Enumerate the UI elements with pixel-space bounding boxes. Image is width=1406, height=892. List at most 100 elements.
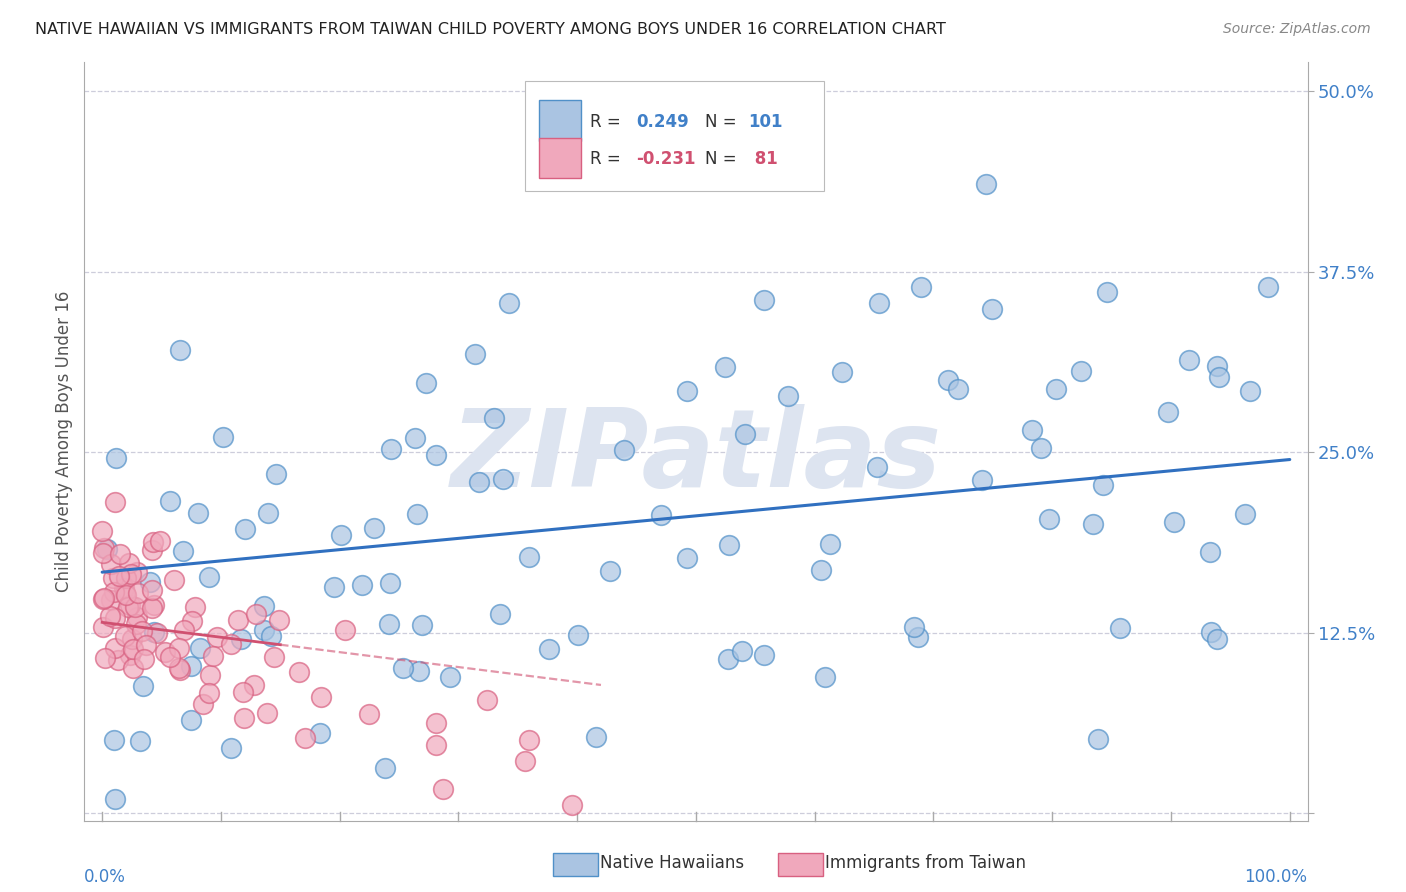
Point <box>198 686 221 700</box>
Point <box>232 685 254 699</box>
Point <box>718 538 741 552</box>
Point <box>498 296 520 310</box>
Point <box>308 725 330 739</box>
Point <box>717 652 740 666</box>
Point <box>187 507 209 521</box>
Point <box>468 475 491 489</box>
Point <box>91 546 114 560</box>
Point <box>100 557 122 571</box>
Point <box>731 644 754 658</box>
Point <box>1157 405 1180 419</box>
Point <box>676 550 699 565</box>
Point <box>167 640 190 655</box>
Point <box>567 628 589 642</box>
Point <box>205 630 228 644</box>
Point <box>118 556 141 570</box>
Point <box>946 382 969 396</box>
Point <box>1045 382 1067 396</box>
Point <box>380 442 402 456</box>
Point <box>219 741 242 756</box>
Point <box>198 667 221 681</box>
Point <box>1091 478 1114 492</box>
FancyBboxPatch shape <box>540 100 581 141</box>
Point <box>415 376 437 390</box>
Point <box>1081 516 1104 531</box>
Point <box>752 293 775 308</box>
Point <box>146 626 169 640</box>
Point <box>714 359 737 374</box>
Point <box>515 755 537 769</box>
Point <box>335 623 357 637</box>
Point <box>132 652 155 666</box>
Point <box>330 528 353 542</box>
Point <box>108 568 131 582</box>
Point <box>267 613 290 627</box>
Point <box>322 581 344 595</box>
Point <box>118 648 141 663</box>
Point <box>1095 285 1118 299</box>
Point <box>114 630 136 644</box>
Point <box>489 607 512 621</box>
Point <box>163 573 186 587</box>
Point <box>96 542 118 557</box>
Point <box>1070 364 1092 378</box>
Point <box>432 781 454 796</box>
Point <box>1257 280 1279 294</box>
Point <box>1206 359 1229 373</box>
Text: R =: R = <box>589 112 626 130</box>
Point <box>125 609 148 624</box>
Point <box>1178 352 1201 367</box>
Point <box>110 547 132 561</box>
Point <box>104 640 127 655</box>
Point <box>169 663 191 677</box>
Point <box>676 384 699 399</box>
Point <box>100 593 122 607</box>
Text: 100.0%: 100.0% <box>1244 868 1308 886</box>
Text: -0.231: -0.231 <box>636 151 696 169</box>
Point <box>104 494 127 508</box>
Point <box>778 389 800 403</box>
Point <box>907 630 929 644</box>
Point <box>114 588 136 602</box>
Point <box>159 494 181 508</box>
Point <box>257 507 280 521</box>
Point <box>120 567 142 582</box>
Point <box>181 615 204 629</box>
Point <box>792 154 814 169</box>
Text: R =: R = <box>589 151 626 169</box>
Point <box>256 706 278 721</box>
Point <box>974 177 997 191</box>
Point <box>866 460 889 475</box>
Point <box>188 640 211 655</box>
Point <box>359 706 381 721</box>
Point <box>1239 384 1261 398</box>
Point <box>613 442 636 457</box>
Point <box>117 599 139 614</box>
Text: Source: ZipAtlas.com: Source: ZipAtlas.com <box>1223 22 1371 37</box>
Point <box>172 544 194 558</box>
Point <box>374 761 396 775</box>
Point <box>103 732 125 747</box>
FancyBboxPatch shape <box>540 137 581 178</box>
Point <box>142 625 165 640</box>
Point <box>538 642 561 657</box>
Point <box>104 792 127 806</box>
Point <box>1208 369 1230 384</box>
Point <box>405 508 427 522</box>
Point <box>903 620 925 634</box>
Point <box>180 713 202 727</box>
Point <box>141 600 163 615</box>
Point <box>464 347 486 361</box>
Point <box>1038 511 1060 525</box>
Y-axis label: Child Poverty Among Boys Under 16: Child Poverty Among Boys Under 16 <box>55 291 73 592</box>
Text: 101: 101 <box>748 112 783 130</box>
Point <box>517 732 540 747</box>
Point <box>125 616 148 631</box>
Text: ZIPatlas: ZIPatlas <box>450 404 942 509</box>
Point <box>127 586 149 600</box>
Point <box>831 365 853 379</box>
Point <box>141 543 163 558</box>
Text: N =: N = <box>704 112 741 130</box>
Point <box>104 451 127 466</box>
Point <box>121 661 143 675</box>
